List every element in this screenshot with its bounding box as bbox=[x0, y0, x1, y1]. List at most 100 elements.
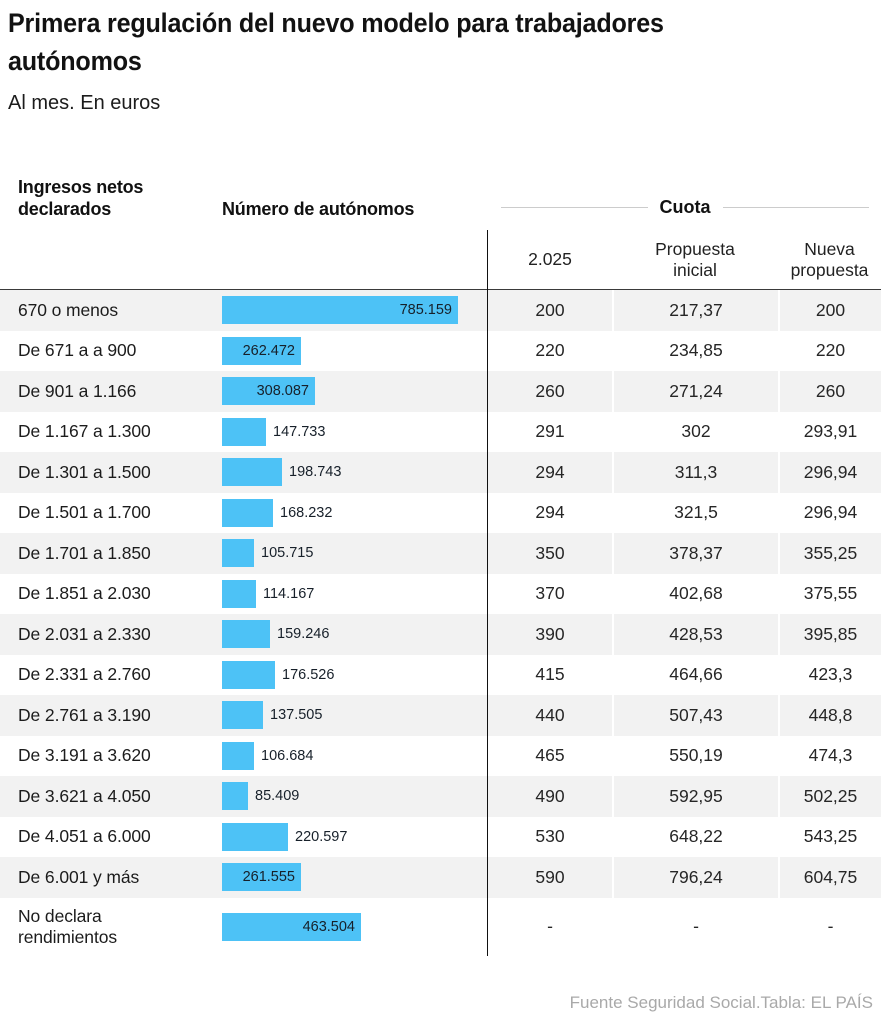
cuota-nueva-value: 355,25 bbox=[778, 533, 881, 574]
cuota-cells: 415 464,66 423,3 bbox=[487, 654, 881, 695]
autonomos-bar bbox=[222, 741, 254, 770]
cuota-2025-value: 350 bbox=[535, 542, 565, 563]
autonomos-bar: 261.555 bbox=[222, 863, 301, 892]
bar-value: 114.167 bbox=[263, 585, 315, 602]
cuota-cells: 390 428,53 395,85 bbox=[487, 614, 881, 655]
row-label: De 3.621 a 4.050 bbox=[18, 785, 151, 806]
bar-cell: 137.505 bbox=[222, 695, 487, 736]
table-row: De 671 a a 900 262.472 220 234,85 220 bbox=[0, 330, 881, 372]
bar-value: 105.715 bbox=[261, 545, 314, 562]
bar-cell: 114.167 bbox=[222, 574, 487, 615]
cuota-nueva-value: 448,8 bbox=[778, 695, 881, 736]
source-credit: Fuente Seguridad Social.Tabla: EL PAÍS bbox=[569, 993, 873, 1012]
row-label: De 6.001 y más bbox=[18, 866, 140, 887]
row-label: De 1.701 a 1.850 bbox=[18, 542, 151, 563]
autonomos-bar bbox=[222, 660, 275, 689]
autonomos-bar bbox=[222, 417, 266, 446]
cuota-nueva-value: 604,75 bbox=[778, 857, 881, 898]
cuota-2025-value: 291 bbox=[535, 421, 565, 442]
cuota-2025-value: 260 bbox=[535, 380, 565, 401]
table-row: De 3.621 a 4.050 85.409 490 592,95 502,25 bbox=[0, 776, 881, 817]
cuota-2025-value: 440 bbox=[535, 704, 565, 725]
bar-cell: 159.246 bbox=[222, 614, 487, 655]
page-title: Primera regulación del nuevo modelo para… bbox=[8, 8, 664, 76]
col-header-autonomos: Número de autónomos bbox=[222, 199, 415, 219]
cuota-inicial-value: 378,37 bbox=[612, 533, 778, 574]
bar-cell: 220.597 bbox=[222, 817, 487, 858]
cuota-cells: 590 796,24 604,75 bbox=[487, 857, 881, 898]
bar-value: 463.504 bbox=[302, 918, 355, 935]
column-header-row: Ingresos netos declarados Número de autó… bbox=[0, 162, 881, 230]
cuota-inicial-value: 311,3 bbox=[612, 452, 778, 493]
table-row: 670 o menos 785.159 200 217,37 200 bbox=[0, 290, 881, 331]
table-row: De 901 a 1.166 308.087 260 271,24 260 bbox=[0, 371, 881, 412]
table-row: De 1.851 a 2.030 114.167 370 402,68 375,55 bbox=[0, 573, 881, 615]
cuota-cells: 200 217,37 200 bbox=[487, 290, 881, 331]
bar-value: 168.232 bbox=[280, 504, 333, 521]
cuota-cells: 530 648,22 543,25 bbox=[487, 816, 881, 857]
cuota-nueva-value: 260 bbox=[778, 371, 881, 412]
cuota-2025-value: 590 bbox=[535, 866, 565, 887]
cuota-nueva-value: 296,94 bbox=[778, 452, 881, 493]
table-row: De 4.051 a 6.000 220.597 530 648,22 543,25 bbox=[0, 816, 881, 858]
bar-cell: 85.409 bbox=[222, 776, 487, 817]
cuota-inicial-value: 592,95 bbox=[612, 776, 778, 817]
cuota-2025-value: 220 bbox=[535, 340, 565, 361]
cuota-cells: 260 271,24 260 bbox=[487, 371, 881, 412]
bar-value: 85.409 bbox=[255, 788, 300, 805]
table-row: De 1.501 a 1.700 168.232 294 321,5 296,94 bbox=[0, 492, 881, 533]
table-body: 670 o menos 785.159 200 217,37 200 De 671 a a… bbox=[0, 290, 881, 956]
col-header-nueva-propuesta: Nueva propuesta bbox=[778, 230, 881, 290]
autonomos-bar: 262.472 bbox=[222, 336, 301, 365]
table-row: De 3.191 a 3.620 106.684 465 550,19 474,3 bbox=[0, 735, 881, 776]
page-subtitle: Al mes. En euros bbox=[8, 92, 161, 114]
cuota-2025-value: 370 bbox=[535, 583, 565, 604]
col-header-cuota-group: Cuota bbox=[487, 197, 881, 230]
cuota-cells: 370 402,68 375,55 bbox=[487, 573, 881, 614]
cuota-subheader-row: 2.025 Propuesta inicial Nueva propuesta bbox=[0, 230, 881, 290]
cuota-nueva-value: 423,3 bbox=[778, 654, 881, 695]
table-row: De 1.701 a 1.850 105.715 350 378,37 355,25 bbox=[0, 533, 881, 574]
autonomos-bar bbox=[222, 539, 254, 568]
autonomos-bar bbox=[222, 498, 273, 527]
row-label: De 2.031 a 2.330 bbox=[18, 623, 151, 644]
row-label: De 1.167 a 1.300 bbox=[18, 421, 151, 442]
cuota-group-title: Cuota bbox=[659, 197, 711, 217]
cuota-inicial-value: 234,85 bbox=[612, 330, 778, 371]
cuota-2025-value: 490 bbox=[535, 785, 565, 806]
table-row: De 1.167 a 1.300 147.733 291 302 293,91 bbox=[0, 411, 881, 452]
cuota-2025-value: 390 bbox=[535, 623, 565, 644]
autonomos-bar: 785.159 bbox=[222, 296, 458, 325]
cuota-inicial-value: 550,19 bbox=[612, 735, 778, 776]
cuota-cells: 440 507,43 448,8 bbox=[487, 695, 881, 736]
row-label: 670 o menos bbox=[18, 299, 119, 320]
bar-value: 308.087 bbox=[256, 383, 309, 400]
table-row: No declara rendimientos 463.504- - - bbox=[0, 897, 881, 956]
cuota-nueva-value: - bbox=[778, 897, 881, 956]
table-row: De 1.301 a 1.500 198.743 294 311,3 296,94 bbox=[0, 452, 881, 493]
cuota-nueva-value: 543,25 bbox=[778, 816, 881, 857]
cuota-cells: --- bbox=[487, 897, 881, 956]
cuota-cells: 465 550,19 474,3 bbox=[487, 735, 881, 776]
cuota-nueva-value: 293,91 bbox=[778, 411, 881, 452]
cuota-2025-value: 294 bbox=[535, 461, 565, 482]
cuota-inicial-value: 321,5 bbox=[612, 492, 778, 533]
autonomos-bar bbox=[222, 579, 256, 608]
row-label: De 4.051 a 6.000 bbox=[18, 826, 151, 847]
autonomos-bar: 463.504 bbox=[222, 912, 361, 941]
bar-value: 106.684 bbox=[261, 747, 314, 764]
cuota-cells: 350 378,37 355,25 bbox=[487, 533, 881, 574]
cuota-inicial-value: - bbox=[612, 897, 778, 956]
bar-cell: 105.715 bbox=[222, 533, 487, 574]
row-label: De 1.501 a 1.700 bbox=[18, 502, 151, 523]
cuota-inicial-value: 507,43 bbox=[612, 695, 778, 736]
cuota-2025-value: - bbox=[547, 916, 553, 936]
cuota-subheaders: 2.025 Propuesta inicial Nueva propuesta bbox=[487, 230, 881, 290]
cuota-nueva-value: 474,3 bbox=[778, 735, 881, 776]
bar-cell: 262.472 bbox=[222, 331, 487, 372]
cuota-nueva-value: 296,94 bbox=[778, 492, 881, 533]
col-header-ingresos: Ingresos netos declarados bbox=[18, 177, 144, 219]
autonomos-bar bbox=[222, 701, 263, 730]
bar-value: 261.555 bbox=[242, 869, 295, 886]
